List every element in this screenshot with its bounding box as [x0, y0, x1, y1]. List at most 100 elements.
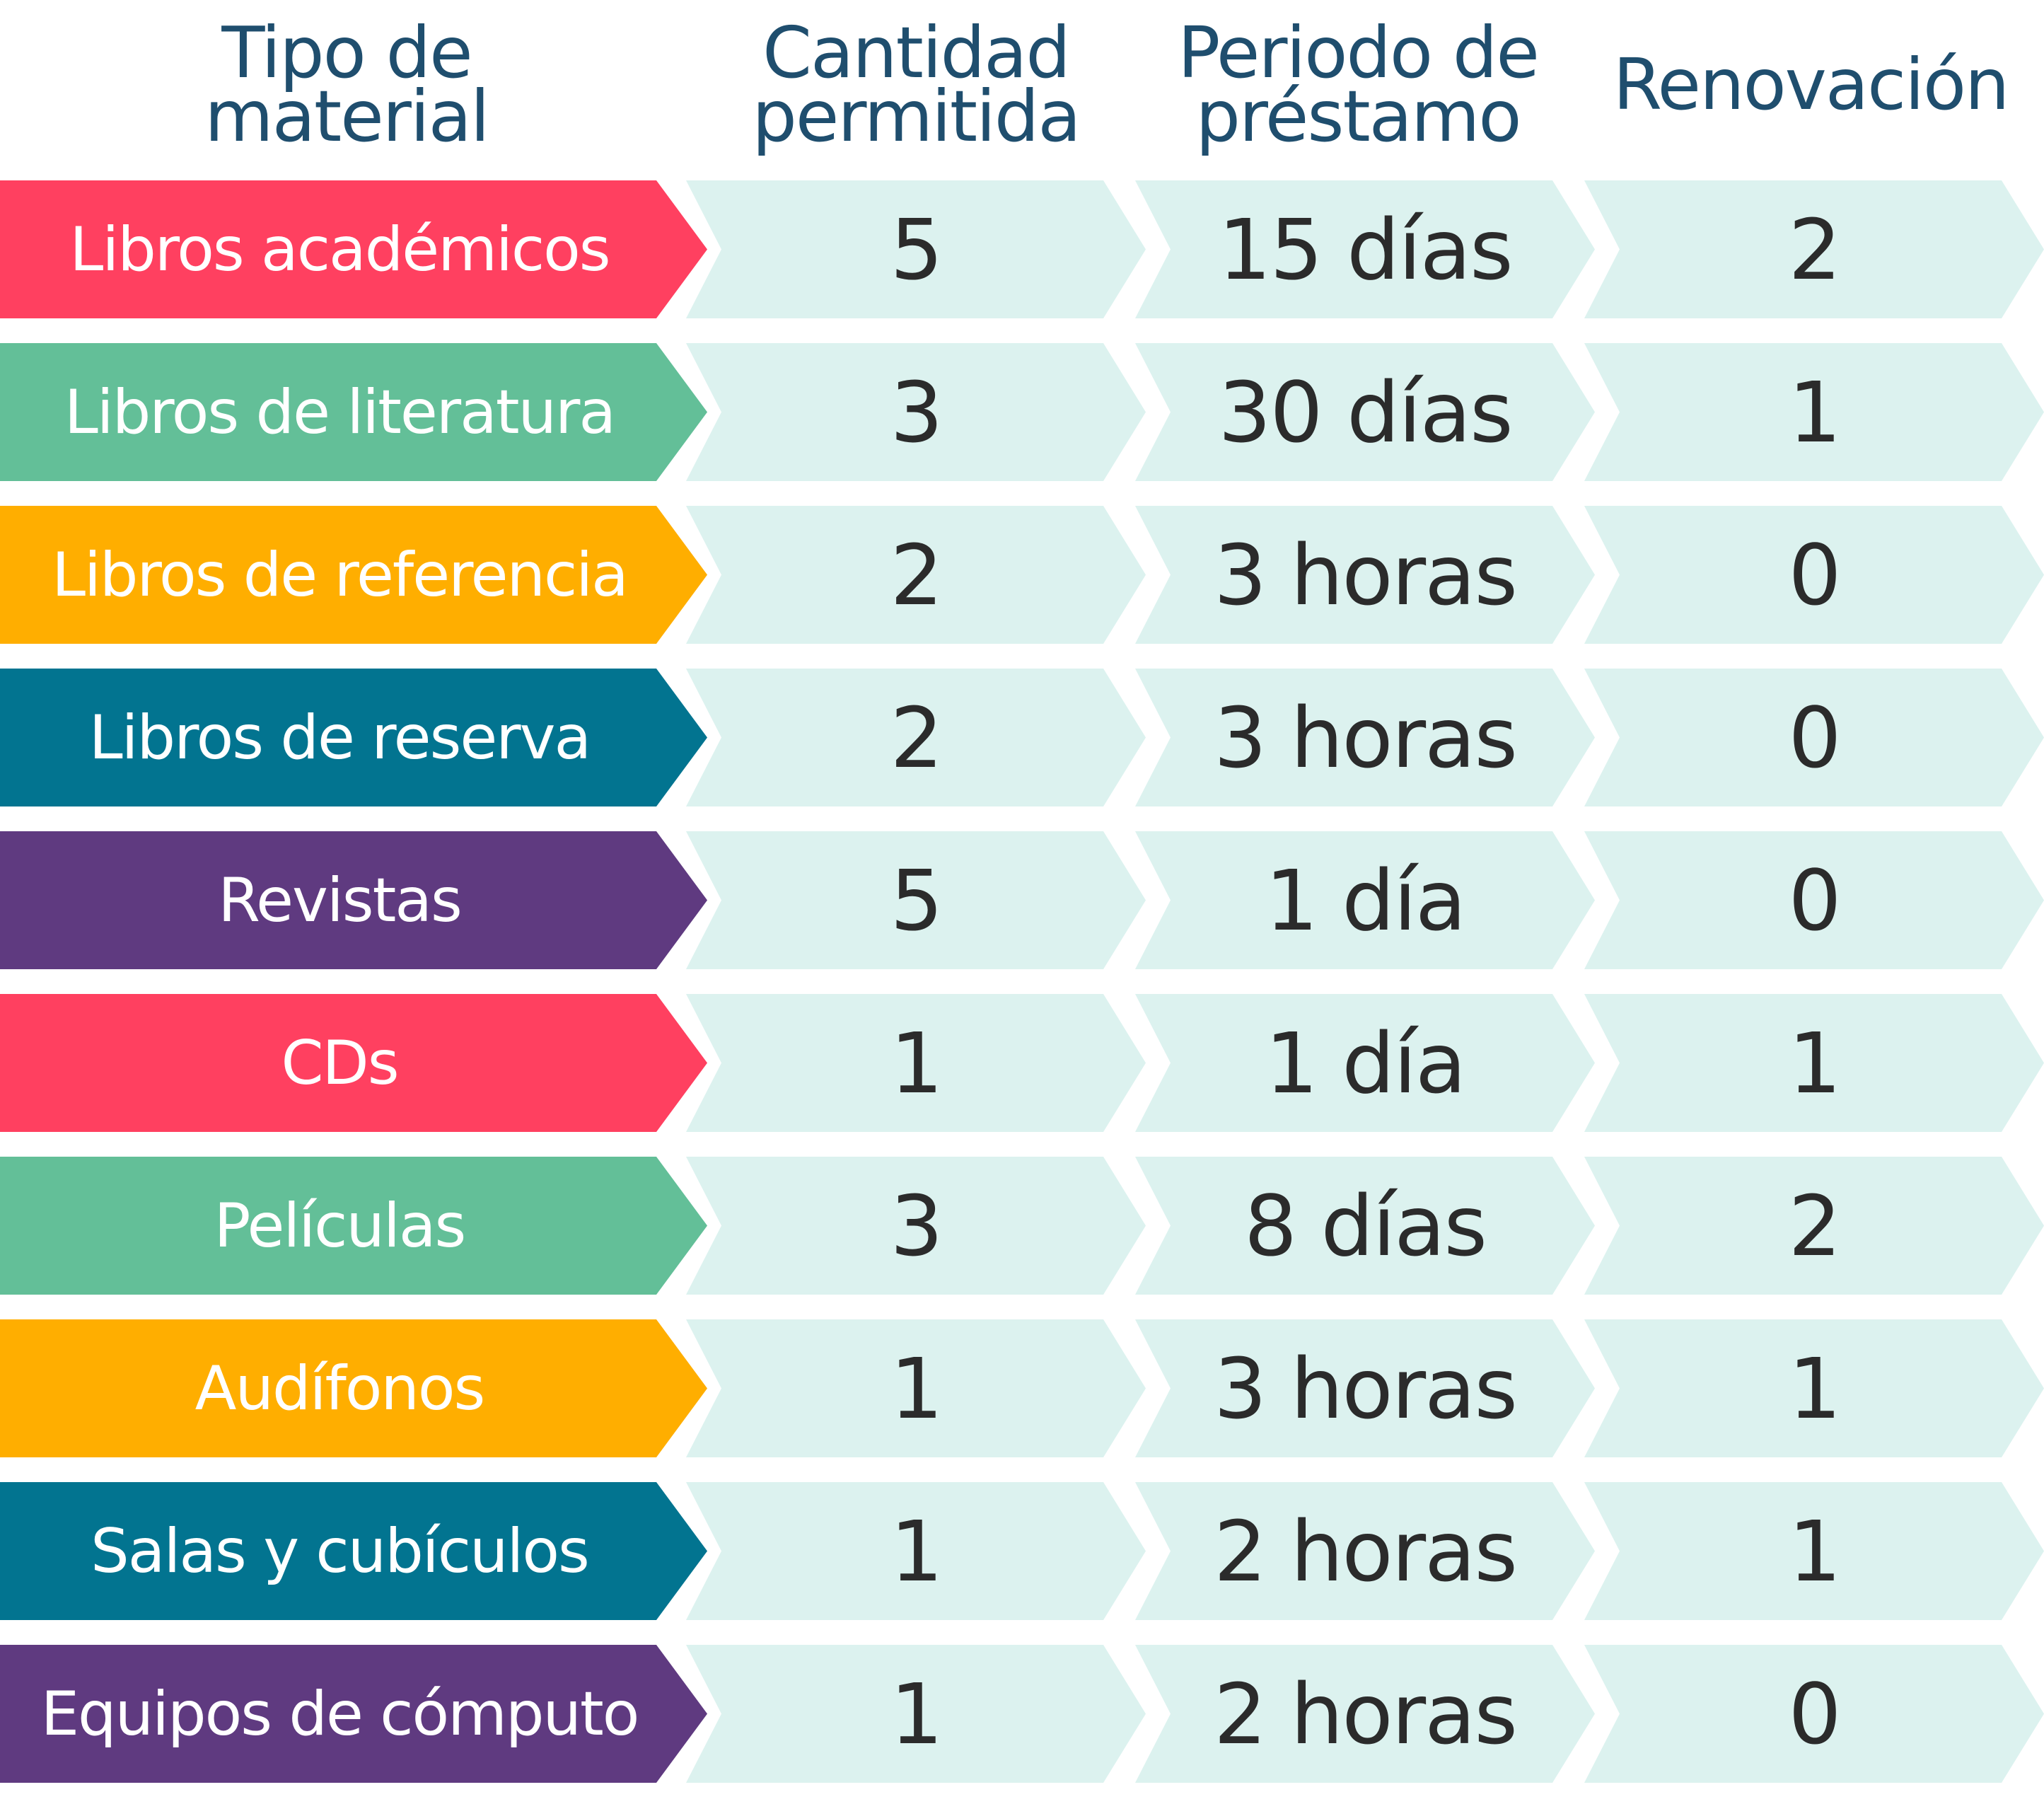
header-tipo-material: Tipo de material	[0, 0, 693, 170]
periodo-prestamo-cell: 30 días	[1135, 343, 1595, 481]
periodo-prestamo-cell: 15 días	[1135, 180, 1595, 318]
material-type-label: Revistas	[218, 865, 463, 936]
material-type-banner: Audífonos	[0, 1319, 707, 1457]
cantidad-permitida-cell: 2	[686, 669, 1146, 806]
material-type-label: Películas	[214, 1190, 467, 1261]
table-row: 1 2 horas 1 Salas y cubículos	[0, 1482, 2044, 1620]
periodo-prestamo-value: 3 horas	[1214, 526, 1518, 624]
header-tipo-material-label: Tipo de material	[204, 11, 489, 158]
periodo-prestamo-value: 1 día	[1265, 1014, 1467, 1112]
cantidad-permitida-value: 1	[890, 1502, 943, 1600]
periodo-prestamo-value: 30 días	[1218, 363, 1513, 461]
renovacion-cell: 1	[1584, 343, 2044, 481]
header-periodo-prestamo-label: Periodo de préstamo	[1178, 11, 1540, 158]
material-type-banner: Libros académicos	[0, 180, 707, 318]
header-cantidad-permitida-label: Cantidad permitida	[752, 11, 1081, 158]
material-type-banner: Revistas	[0, 831, 707, 969]
header-cantidad-permitida: Cantidad permitida	[693, 0, 1139, 170]
material-type-banner: Equipos de cómputo	[0, 1645, 707, 1783]
periodo-prestamo-value: 2 horas	[1214, 1502, 1518, 1600]
periodo-prestamo-value: 8 días	[1243, 1176, 1487, 1275]
cantidad-permitida-value: 1	[890, 1339, 943, 1438]
renovacion-cell: 0	[1584, 669, 2044, 806]
material-type-banner: Libros de literatura	[0, 343, 707, 481]
table-row: 0 3 horas 2 Libros de referencia	[0, 506, 2044, 644]
table-row: 1 30 días 3 Libros de literatura	[0, 343, 2044, 481]
periodo-prestamo-cell: 1 día	[1135, 994, 1595, 1132]
table-header: Tipo de material Cantidad permitida Peri…	[0, 0, 2044, 170]
material-type-label: Libros académicos	[69, 214, 610, 285]
material-type-banner: Libros de referencia	[0, 506, 707, 644]
material-type-label: Equipos de cómputo	[40, 1678, 640, 1750]
periodo-prestamo-value: 1 día	[1265, 851, 1467, 949]
renovacion-cell: 2	[1584, 180, 2044, 318]
cantidad-permitida-value: 3	[890, 1176, 943, 1275]
periodo-prestamo-cell: 3 horas	[1135, 506, 1595, 644]
table-row: 1 1 día 1 CDs	[0, 994, 2044, 1132]
renovacion-value: 1	[1788, 1502, 1841, 1600]
cantidad-permitida-value: 1	[890, 1014, 943, 1112]
renovacion-cell: 0	[1584, 831, 2044, 969]
cantidad-permitida-cell: 2	[686, 506, 1146, 644]
cantidad-permitida-value: 2	[890, 688, 943, 787]
table-body: 2 15 días 5 Libros académicos 1 30 días 3 Libro…	[0, 180, 2044, 1804]
periodo-prestamo-cell: 8 días	[1135, 1157, 1595, 1295]
renovacion-value: 0	[1788, 688, 1841, 787]
cantidad-permitida-value: 3	[890, 363, 943, 461]
cantidad-permitida-cell: 1	[686, 1645, 1146, 1783]
periodo-prestamo-cell: 3 horas	[1135, 1319, 1595, 1457]
header-renovacion-label: Renovación	[1613, 43, 2010, 126]
periodo-prestamo-cell: 2 horas	[1135, 1645, 1595, 1783]
renovacion-cell: 0	[1584, 1645, 2044, 1783]
periodo-prestamo-value: 15 días	[1218, 200, 1513, 299]
cantidad-permitida-cell: 1	[686, 994, 1146, 1132]
cantidad-permitida-cell: 3	[686, 343, 1146, 481]
renovacion-value: 0	[1788, 1665, 1841, 1763]
material-type-label: Libros de reserva	[88, 702, 592, 773]
periodo-prestamo-value: 3 horas	[1214, 1339, 1518, 1438]
material-type-banner: Salas y cubículos	[0, 1482, 707, 1620]
table-row: 1 3 horas 1 Audífonos	[0, 1319, 2044, 1457]
periodo-prestamo-cell: 3 horas	[1135, 669, 1595, 806]
cantidad-permitida-cell: 5	[686, 831, 1146, 969]
material-type-banner: Libros de reserva	[0, 669, 707, 806]
material-type-label: Audífonos	[194, 1353, 486, 1424]
material-type-label: CDs	[281, 1027, 399, 1099]
material-type-label: Salas y cubículos	[91, 1515, 590, 1587]
cantidad-permitida-cell: 5	[686, 180, 1146, 318]
material-type-label: Libros de literatura	[64, 376, 616, 448]
periodo-prestamo-value: 2 horas	[1214, 1665, 1518, 1763]
renovacion-value: 2	[1788, 200, 1841, 299]
table-row: 0 2 horas 1 Equipos de cómputo	[0, 1645, 2044, 1783]
periodo-prestamo-cell: 1 día	[1135, 831, 1595, 969]
table-row: 2 8 días 3 Películas	[0, 1157, 2044, 1295]
renovacion-value: 2	[1788, 1176, 1841, 1275]
cantidad-permitida-cell: 3	[686, 1157, 1146, 1295]
renovacion-cell: 0	[1584, 506, 2044, 644]
table-row: 0 1 día 5 Revistas	[0, 831, 2044, 969]
cantidad-permitida-value: 5	[890, 851, 943, 949]
renovacion-value: 1	[1788, 1339, 1841, 1438]
cantidad-permitida-cell: 1	[686, 1482, 1146, 1620]
renovacion-cell: 2	[1584, 1157, 2044, 1295]
table-row: 2 15 días 5 Libros académicos	[0, 180, 2044, 318]
cantidad-permitida-value: 1	[890, 1665, 943, 1763]
table-row: 0 3 horas 2 Libros de reserva	[0, 669, 2044, 806]
cantidad-permitida-value: 2	[890, 526, 943, 624]
header-periodo-prestamo: Periodo de préstamo	[1139, 0, 1577, 170]
material-type-banner: CDs	[0, 994, 707, 1132]
periodo-prestamo-value: 3 horas	[1214, 688, 1518, 787]
periodo-prestamo-cell: 2 horas	[1135, 1482, 1595, 1620]
cantidad-permitida-cell: 1	[686, 1319, 1146, 1457]
renovacion-cell: 1	[1584, 1319, 2044, 1457]
cantidad-permitida-value: 5	[890, 200, 943, 299]
renovacion-cell: 1	[1584, 994, 2044, 1132]
renovacion-value: 1	[1788, 1014, 1841, 1112]
renovacion-value: 0	[1788, 526, 1841, 624]
renovacion-value: 1	[1788, 363, 1841, 461]
header-renovacion: Renovación	[1577, 0, 2044, 170]
renovacion-value: 0	[1788, 851, 1841, 949]
material-type-label: Libros de referencia	[52, 539, 629, 611]
renovacion-cell: 1	[1584, 1482, 2044, 1620]
